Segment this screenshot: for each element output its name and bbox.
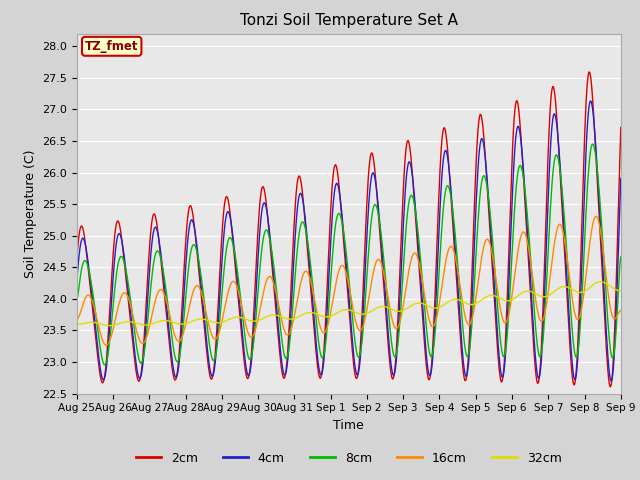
32cm xyxy=(195,316,202,322)
16cm xyxy=(431,319,439,325)
4cm xyxy=(73,279,81,285)
32cm xyxy=(416,300,424,306)
X-axis label: Time: Time xyxy=(333,419,364,432)
4cm xyxy=(194,251,202,257)
2cm xyxy=(585,69,593,75)
Title: Tonzi Soil Temperature Set A: Tonzi Soil Temperature Set A xyxy=(240,13,458,28)
16cm xyxy=(73,316,81,322)
Line: 16cm: 16cm xyxy=(77,216,621,345)
8cm xyxy=(589,141,596,147)
32cm xyxy=(73,322,81,327)
2cm xyxy=(617,125,625,131)
32cm xyxy=(83,320,90,326)
32cm xyxy=(431,305,439,311)
16cm xyxy=(617,308,625,313)
8cm xyxy=(101,362,109,368)
4cm xyxy=(83,249,90,255)
Text: TZ_fmet: TZ_fmet xyxy=(85,40,138,53)
32cm xyxy=(617,288,625,294)
32cm xyxy=(106,323,113,328)
4cm xyxy=(431,324,438,330)
32cm xyxy=(140,322,147,328)
16cm xyxy=(195,284,202,289)
8cm xyxy=(416,245,424,251)
2cm xyxy=(83,251,90,257)
Line: 32cm: 32cm xyxy=(77,282,621,325)
8cm xyxy=(140,355,147,360)
32cm xyxy=(596,279,604,285)
16cm xyxy=(223,292,231,298)
16cm xyxy=(140,340,147,346)
2cm xyxy=(415,260,422,266)
2cm xyxy=(139,356,147,362)
Line: 8cm: 8cm xyxy=(77,144,621,365)
4cm xyxy=(607,378,615,384)
2cm xyxy=(431,302,438,308)
4cm xyxy=(415,248,422,254)
8cm xyxy=(83,260,90,265)
16cm xyxy=(592,214,600,219)
4cm xyxy=(587,98,595,104)
4cm xyxy=(139,363,147,369)
8cm xyxy=(195,257,202,263)
8cm xyxy=(73,297,81,303)
8cm xyxy=(223,241,231,247)
Line: 4cm: 4cm xyxy=(77,101,621,381)
Line: 2cm: 2cm xyxy=(77,72,621,387)
32cm xyxy=(223,317,231,323)
Y-axis label: Soil Temperature (C): Soil Temperature (C) xyxy=(24,149,36,278)
2cm xyxy=(194,258,202,264)
8cm xyxy=(617,254,625,260)
2cm xyxy=(223,193,230,199)
Legend: 2cm, 4cm, 8cm, 16cm, 32cm: 2cm, 4cm, 8cm, 16cm, 32cm xyxy=(131,447,567,469)
16cm xyxy=(83,293,90,299)
16cm xyxy=(416,263,424,268)
2cm xyxy=(606,384,614,390)
8cm xyxy=(431,325,439,331)
2cm xyxy=(73,256,81,262)
4cm xyxy=(223,211,230,217)
16cm xyxy=(102,342,110,348)
4cm xyxy=(617,175,625,181)
